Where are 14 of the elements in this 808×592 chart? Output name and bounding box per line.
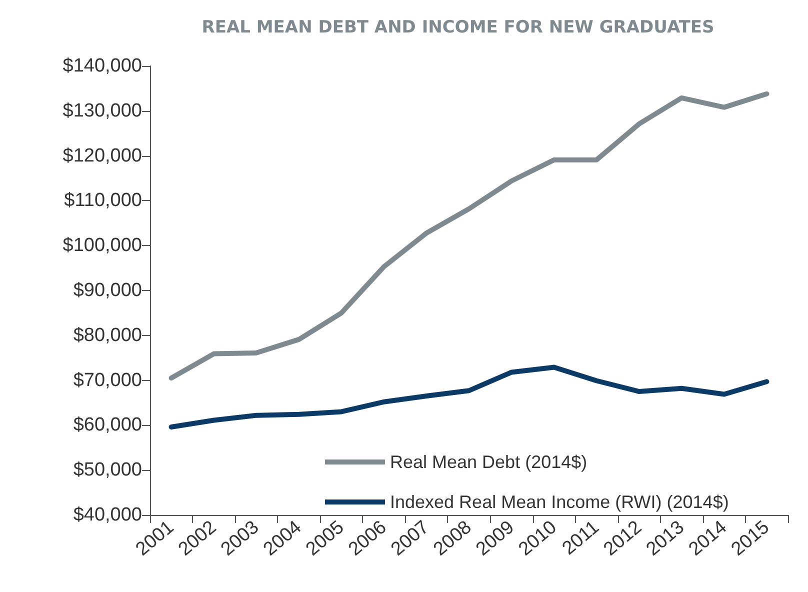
y-tick-label: $40,000 bbox=[73, 504, 142, 526]
chart-title: REAL MEAN DEBT AND INCOME FOR NEW GRADUATES bbox=[202, 18, 714, 38]
y-tick-label: $90,000 bbox=[73, 280, 142, 301]
y-tick-label: $130,000 bbox=[62, 100, 142, 122]
y-tick-label: $120,000 bbox=[62, 145, 142, 166]
legend-label: Real Mean Debt (2014$) bbox=[390, 452, 588, 472]
y-tick-label: $80,000 bbox=[73, 324, 142, 346]
y-tick-label: $140,000 bbox=[62, 56, 142, 76]
y-tick-label: $70,000 bbox=[73, 370, 142, 391]
y-tick-label: $50,000 bbox=[73, 460, 142, 481]
legend-label: Indexed Real Mean Income (RWI) (2014$) bbox=[390, 492, 729, 512]
y-tick-label: $100,000 bbox=[62, 235, 142, 256]
y-tick-label: $60,000 bbox=[73, 414, 142, 436]
y-tick-label: $110,000 bbox=[64, 190, 142, 212]
